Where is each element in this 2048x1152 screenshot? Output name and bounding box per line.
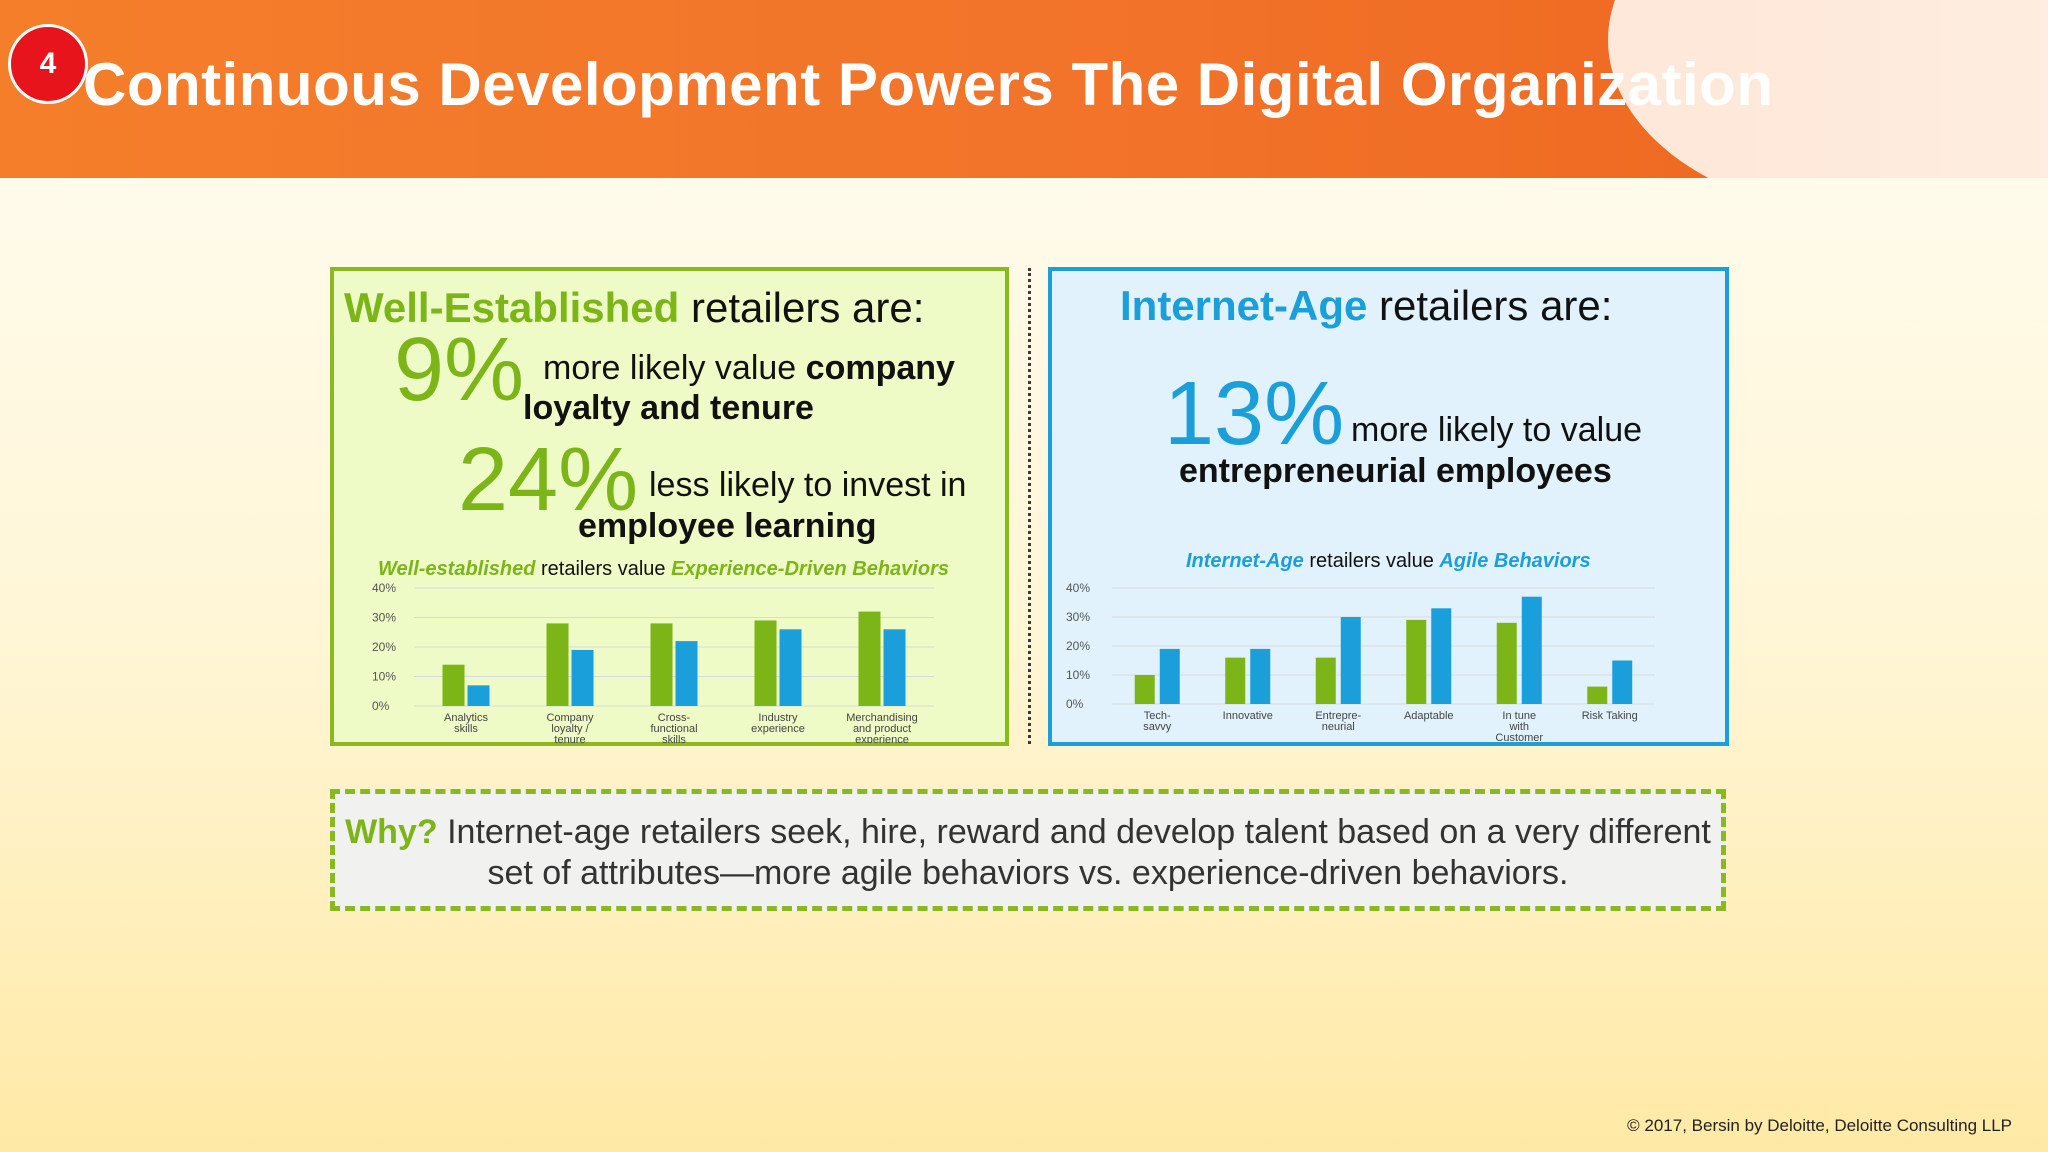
left-chart-title-a: Well-established bbox=[378, 558, 536, 580]
bar bbox=[675, 641, 698, 706]
category-label: functional bbox=[650, 723, 697, 735]
bar bbox=[467, 685, 490, 706]
bar bbox=[1315, 657, 1336, 704]
left-chart-title-b: retailers value bbox=[535, 558, 672, 580]
left-heading-rest: retailers are: bbox=[679, 284, 925, 331]
bar bbox=[1159, 648, 1180, 704]
bar bbox=[442, 664, 465, 706]
experience-driven-chart: 0%10%20%30%40%AnalyticsskillsCompanyloya… bbox=[372, 581, 934, 743]
category-label: Cross- bbox=[658, 712, 691, 724]
y-tick-label: 0% bbox=[1066, 697, 1084, 711]
stat-9-line1-bold: company bbox=[805, 349, 955, 387]
bar bbox=[546, 623, 569, 706]
bar bbox=[1587, 686, 1608, 704]
bar bbox=[650, 623, 673, 706]
copyright-footer: © 2017, Bersin by Deloitte, Deloitte Con… bbox=[1627, 1116, 2012, 1135]
bar bbox=[1521, 596, 1542, 704]
category-label: experience bbox=[751, 723, 805, 735]
category-label: Merchandising bbox=[846, 712, 918, 724]
bar bbox=[1496, 622, 1517, 704]
y-tick-label: 10% bbox=[1066, 668, 1090, 682]
bar bbox=[883, 629, 906, 706]
agile-behaviors-chart: 0% 10% 20% 30% 40% Tech-savvy Innovative Entrep… bbox=[1066, 581, 1655, 742]
stat-13-line2-bold: entrepreneurial employees bbox=[1179, 452, 1612, 490]
left-heading-highlight: Well-Established bbox=[344, 284, 680, 331]
category-label: Company bbox=[546, 712, 594, 724]
category-label: Analytics bbox=[444, 712, 489, 724]
stat-24-percent: 24% bbox=[458, 430, 639, 530]
category-label: tenure bbox=[554, 734, 585, 743]
category-label: Entrepre- bbox=[1315, 710, 1361, 722]
why-line2: set of attributes—more agile behaviors v… bbox=[487, 854, 1569, 892]
category-label: Adaptable bbox=[1404, 710, 1454, 722]
category-label: experience bbox=[855, 734, 909, 743]
category-label: loyalty / bbox=[551, 723, 589, 735]
right-chart-title-b: retailers value bbox=[1303, 550, 1440, 572]
y-tick-label: 30% bbox=[372, 611, 396, 625]
y-tick-label: 20% bbox=[372, 640, 396, 654]
bar bbox=[779, 629, 802, 706]
category-label: Industry bbox=[758, 712, 798, 724]
category-label: Tech- bbox=[1144, 710, 1171, 722]
y-tick-label: 10% bbox=[372, 670, 396, 684]
right-panel-heading: Internet-Age retailers are: bbox=[1120, 282, 1612, 330]
category-label: Innovative bbox=[1223, 710, 1273, 722]
category-label: skills bbox=[662, 734, 686, 743]
stat-24-line1: less likely to invest in bbox=[649, 466, 967, 504]
bar bbox=[1340, 617, 1361, 704]
right-chart-title-a: Internet-Age bbox=[1186, 550, 1304, 572]
category-label: In tune bbox=[1502, 710, 1536, 722]
category-label: and product bbox=[853, 723, 911, 735]
slide-number-badge: 4 bbox=[8, 24, 88, 104]
bar bbox=[1406, 619, 1427, 704]
stat-13-line2: entrepreneurial employees bbox=[1179, 452, 1612, 491]
category-label: skills bbox=[454, 723, 478, 735]
bar bbox=[1250, 648, 1271, 704]
stat-9-line2-bold: loyalty and tenure bbox=[523, 389, 814, 427]
bar bbox=[1134, 675, 1155, 704]
category-label: savvy bbox=[1143, 721, 1172, 733]
y-tick-label: 30% bbox=[1066, 610, 1090, 624]
why-line1-text: Internet-age retailers seek, hire, rewar… bbox=[437, 813, 1711, 851]
title-banner bbox=[0, 0, 2048, 178]
bar bbox=[754, 620, 777, 706]
category-label: neurial bbox=[1322, 721, 1355, 733]
left-chart-title-c: Experience-Driven Behaviors bbox=[671, 558, 949, 580]
stat-24-line2: employee learning bbox=[578, 507, 877, 546]
left-chart-title: Well-established retailers value Experie… bbox=[378, 558, 949, 581]
category-label: Risk Taking bbox=[1582, 710, 1638, 722]
y-tick-label: 0% bbox=[372, 699, 390, 713]
banner-decoration bbox=[1608, 0, 2048, 178]
stat-13-percent: 13% bbox=[1164, 364, 1345, 464]
stat-9-percent: 9% bbox=[394, 320, 525, 420]
y-tick-label: 40% bbox=[372, 581, 396, 595]
why-callout: Why? Internet-age retailers seek, hire, … bbox=[330, 789, 1726, 911]
right-chart-title-c: Agile Behaviors bbox=[1439, 550, 1591, 572]
right-heading-highlight: Internet-Age bbox=[1120, 282, 1368, 329]
category-label: with bbox=[1508, 721, 1529, 733]
stat-24-line2-bold: employee learning bbox=[578, 507, 877, 545]
bar bbox=[571, 649, 594, 706]
category-label: Customer bbox=[1495, 732, 1543, 742]
bar bbox=[1431, 608, 1452, 704]
y-tick-label: 40% bbox=[1066, 581, 1090, 595]
stat-13-line1: more likely to value bbox=[1351, 411, 1643, 449]
right-chart-title: Internet-Age retailers value Agile Behav… bbox=[1186, 550, 1591, 573]
y-tick-label: 20% bbox=[1066, 639, 1090, 653]
right-heading-rest: retailers are: bbox=[1367, 282, 1613, 329]
bar bbox=[1225, 657, 1246, 704]
panel-divider bbox=[1028, 268, 1031, 744]
stat-9-line1-plain: more likely value bbox=[543, 349, 806, 387]
stat-9-line2: loyalty and tenure bbox=[523, 389, 814, 428]
why-line1: Why? Internet-age retailers seek, hire, … bbox=[335, 812, 1721, 853]
stat-9-line1: more likely value company bbox=[543, 349, 955, 388]
why-label: Why? bbox=[345, 813, 438, 851]
bar bbox=[858, 611, 881, 706]
left-panel-heading: Well-Established retailers are: bbox=[344, 284, 924, 332]
slide-title: Continuous Development Powers The Digita… bbox=[83, 51, 1774, 118]
bar bbox=[1612, 660, 1633, 704]
